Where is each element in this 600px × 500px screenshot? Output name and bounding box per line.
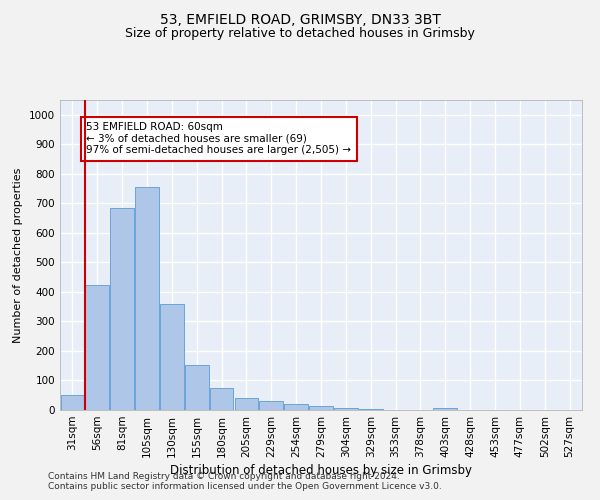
Text: 53 EMFIELD ROAD: 60sqm
← 3% of detached houses are smaller (69)
97% of semi-deta: 53 EMFIELD ROAD: 60sqm ← 3% of detached … bbox=[86, 122, 352, 156]
Bar bbox=[235, 398, 258, 410]
Bar bbox=[259, 401, 283, 410]
Text: 53, EMFIELD ROAD, GRIMSBY, DN33 3BT: 53, EMFIELD ROAD, GRIMSBY, DN33 3BT bbox=[160, 12, 440, 26]
Bar bbox=[433, 408, 457, 410]
Bar bbox=[334, 408, 358, 410]
Text: Contains public sector information licensed under the Open Government Licence v3: Contains public sector information licen… bbox=[48, 482, 442, 491]
Bar bbox=[61, 395, 84, 410]
Bar bbox=[284, 404, 308, 410]
Y-axis label: Number of detached properties: Number of detached properties bbox=[13, 168, 23, 342]
Bar bbox=[110, 208, 134, 410]
Bar bbox=[85, 284, 109, 410]
Bar bbox=[185, 365, 209, 410]
Bar bbox=[210, 388, 233, 410]
Bar bbox=[135, 187, 159, 410]
X-axis label: Distribution of detached houses by size in Grimsby: Distribution of detached houses by size … bbox=[170, 464, 472, 477]
Bar bbox=[160, 304, 184, 410]
Text: Size of property relative to detached houses in Grimsby: Size of property relative to detached ho… bbox=[125, 28, 475, 40]
Text: Contains HM Land Registry data © Crown copyright and database right 2024.: Contains HM Land Registry data © Crown c… bbox=[48, 472, 400, 481]
Bar bbox=[359, 408, 383, 410]
Bar bbox=[309, 406, 333, 410]
